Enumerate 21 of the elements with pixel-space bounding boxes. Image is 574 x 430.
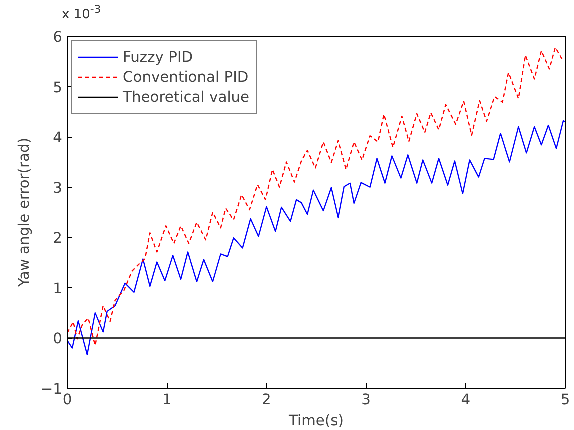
text: x 10$^{-3}$ (62, 2, 102, 24)
x-tick-label: 4 (461, 392, 471, 408)
y-tick-label: 1 (53, 280, 63, 298)
y-tick-label: 3 (53, 180, 63, 197)
y-axis-title: Yaw angle error(rad) (16, 138, 33, 288)
x-tick-label: 3 (362, 392, 371, 408)
y-tick-label: 6 (53, 29, 63, 46)
x-axis-title: Time(s) (288, 412, 344, 430)
legend-label: Fuzzy PID (123, 48, 194, 66)
legend-label: Theoretical value (123, 88, 250, 106)
y-tick-label: 2 (53, 230, 63, 248)
line-series (68, 46, 564, 346)
y-tick-label: 5 (53, 79, 63, 96)
y-tick-label: −1 (40, 381, 63, 398)
y-tick-label: 4 (53, 130, 63, 147)
legend-label: Conventional PID (123, 68, 249, 86)
x-tick-label: 1 (162, 392, 172, 408)
x-tick-label: 2 (262, 392, 272, 408)
x-tick-label: 5 (560, 392, 570, 408)
y-tick-label: 0 (53, 330, 63, 348)
line-series (68, 120, 566, 356)
